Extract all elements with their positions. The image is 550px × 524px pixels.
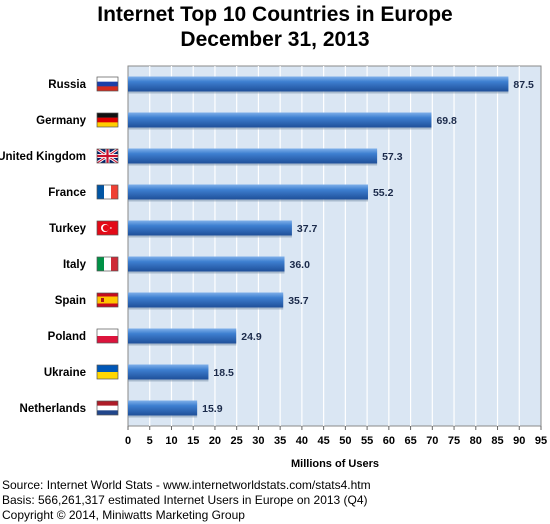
x-tick-label: 45 — [318, 435, 330, 447]
x-tick-label: 10 — [165, 435, 177, 447]
bar-spain — [128, 292, 284, 308]
bar-germany — [128, 112, 432, 128]
flag-border — [96, 256, 119, 272]
basis-note: Basis: 566,261,317 estimated Internet Us… — [2, 493, 368, 507]
bar-poland — [128, 328, 237, 344]
flag-border — [96, 400, 119, 416]
x-tick-label: 75 — [448, 435, 460, 447]
flag-border — [96, 364, 119, 380]
uk-flag-icon — [97, 149, 118, 163]
x-tick-label: 35 — [274, 435, 286, 447]
bar-italy — [128, 256, 285, 272]
bars: 87.5 69.8 57.3 55.2 37.7 36.0 35.7 24.9 18.5 15.9 — [128, 76, 534, 418]
flag-border — [96, 76, 119, 92]
data-label: 15.9 — [202, 403, 223, 415]
x-tick-label: 90 — [513, 435, 525, 447]
category-label: France — [48, 187, 86, 199]
x-tick-label: 85 — [491, 435, 503, 447]
flags — [96, 76, 119, 416]
category-label: Germany — [36, 115, 86, 127]
flag-border — [96, 292, 119, 308]
bar-ukraine — [128, 364, 209, 380]
flag-border — [96, 148, 119, 164]
category-label: Italy — [63, 259, 87, 271]
flag-border — [96, 220, 119, 236]
data-label: 36.0 — [290, 259, 311, 271]
x-tick-label: 0 — [125, 435, 131, 447]
france-flag-icon — [97, 185, 118, 199]
x-axis-ticks: 0 5 10 15 20 25 30 35 40 45 50 55 60 65 70 75 80 85 90 95 — [125, 426, 547, 447]
spain-flag-icon — [97, 293, 118, 307]
category-label: Poland — [48, 331, 86, 343]
category-label: Russia — [48, 79, 86, 91]
category-label: Netherlands — [20, 403, 86, 415]
data-label: 87.5 — [513, 79, 534, 91]
x-tick-label: 15 — [187, 435, 199, 447]
x-tick-label: 25 — [231, 435, 243, 447]
chart-subtitle: December 31, 2013 — [180, 28, 370, 51]
copyright-note: Copyright © 2014, Miniwatts Marketing Gr… — [2, 508, 245, 522]
x-tick-label: 30 — [252, 435, 264, 447]
x-tick-label: 55 — [361, 435, 373, 447]
data-label: 57.3 — [382, 151, 403, 163]
italy-flag-icon — [97, 257, 118, 271]
x-tick-label: 50 — [339, 435, 351, 447]
poland-flag-icon — [97, 329, 118, 343]
category-label: Spain — [55, 295, 86, 307]
x-tick-label: 60 — [383, 435, 395, 447]
x-tick-label: 80 — [470, 435, 482, 447]
bar-turkey — [128, 220, 292, 236]
ukraine-flag-icon — [97, 365, 118, 379]
x-tick-label: 40 — [296, 435, 308, 447]
data-label: 69.8 — [436, 115, 457, 127]
x-tick-label: 20 — [209, 435, 221, 447]
bar-russia — [128, 76, 509, 92]
germany-flag-icon — [97, 113, 118, 127]
x-tick-label: 65 — [404, 435, 416, 447]
x-tick-label: 5 — [147, 435, 153, 447]
data-label: 24.9 — [241, 331, 262, 343]
x-tick-label: 70 — [426, 435, 438, 447]
data-label: 37.7 — [297, 223, 318, 235]
bar-netherlands — [128, 400, 198, 416]
x-axis-label: Millions of Users — [291, 458, 379, 470]
data-label: 18.5 — [213, 367, 234, 379]
netherlands-flag-icon — [97, 401, 118, 415]
chart-title: Internet Top 10 Countries in Europe — [97, 3, 453, 26]
category-labels: Russia Germany United Kingdom France Turkey I… — [0, 79, 87, 415]
bar-france — [128, 184, 368, 200]
russia-flag-icon — [97, 77, 118, 91]
source-note: Source: Internet World Stats - www.inter… — [2, 478, 371, 492]
turkey-flag-icon — [97, 221, 118, 235]
category-label: Ukraine — [44, 367, 86, 379]
category-label: Turkey — [49, 223, 86, 235]
data-label: 35.7 — [288, 295, 309, 307]
flag-border — [96, 184, 119, 200]
bar-united-kingdom — [128, 148, 378, 164]
flag-border — [96, 328, 119, 344]
category-label: United Kingdom — [0, 151, 86, 163]
x-tick-label: 95 — [535, 435, 547, 447]
data-label: 55.2 — [373, 187, 394, 199]
flag-border — [96, 112, 119, 128]
